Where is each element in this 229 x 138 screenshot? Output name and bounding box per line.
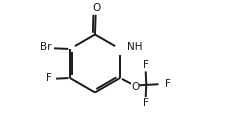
- Text: NH: NH: [126, 42, 142, 52]
- Text: O: O: [131, 82, 139, 92]
- Text: F: F: [142, 60, 148, 70]
- Text: F: F: [142, 98, 148, 108]
- Text: F: F: [164, 79, 170, 89]
- Text: O: O: [92, 3, 100, 13]
- Text: F: F: [45, 73, 51, 83]
- Text: Br: Br: [40, 42, 51, 52]
